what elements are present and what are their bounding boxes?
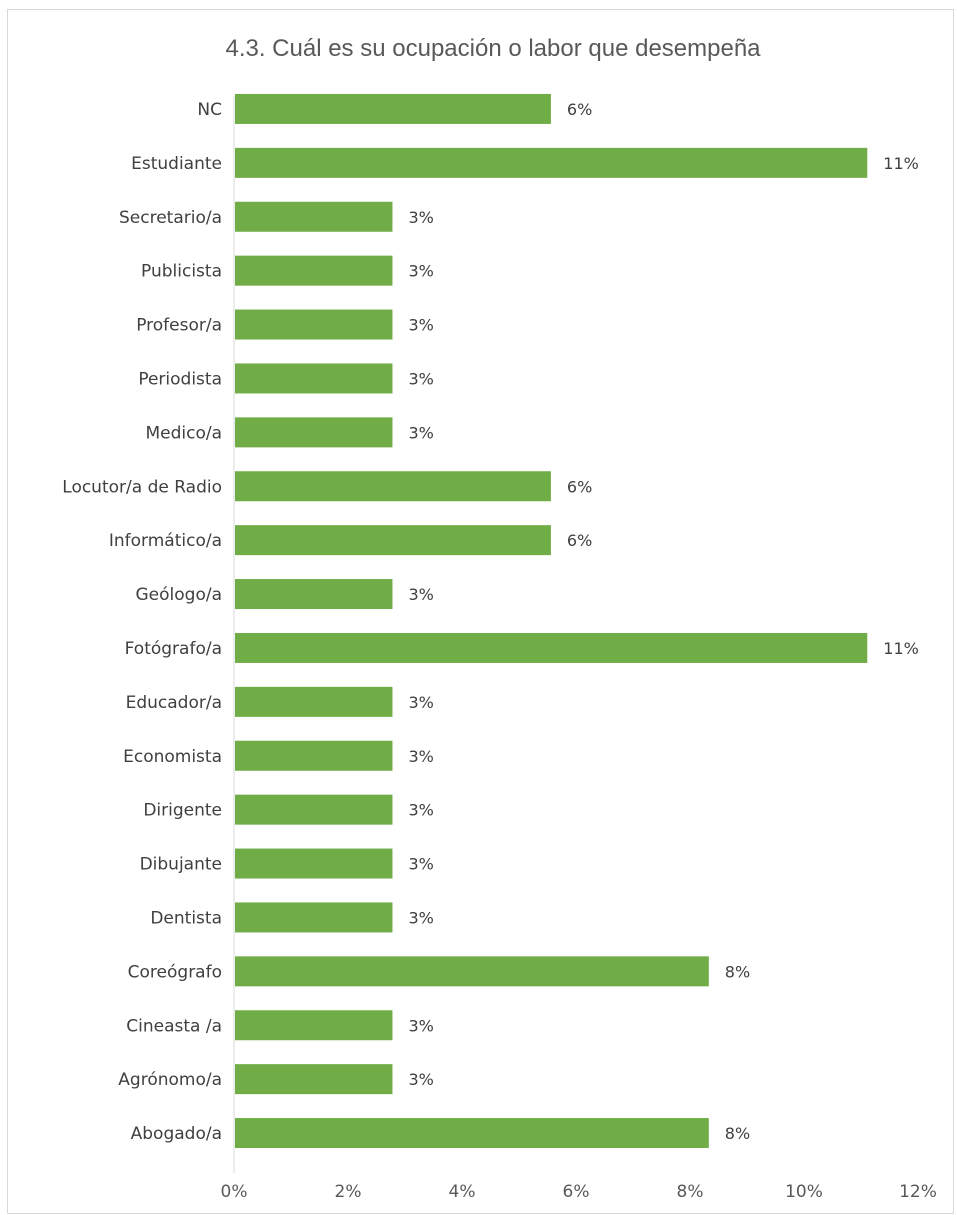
bar	[235, 848, 393, 879]
data-label: 3%	[408, 855, 433, 874]
category-label: Medico/a	[145, 423, 222, 443]
bar	[235, 794, 393, 825]
x-tick-label: 4%	[449, 1182, 476, 1202]
data-label: 6%	[567, 477, 592, 496]
category-label: Economista	[123, 747, 222, 767]
data-label: 8%	[725, 1124, 750, 1143]
data-label: 3%	[408, 423, 433, 442]
bar	[235, 1064, 393, 1095]
bar	[235, 309, 393, 340]
data-label: 11%	[883, 639, 919, 658]
category-label: Coreógrafo	[128, 962, 222, 982]
data-label: 3%	[408, 801, 433, 820]
category-label: Cineasta /a	[126, 1016, 222, 1036]
data-label: 3%	[408, 208, 433, 227]
data-label: 3%	[408, 908, 433, 927]
bar	[235, 956, 709, 987]
data-label: 6%	[567, 531, 592, 550]
category-label: Estudiante	[131, 154, 222, 174]
data-label: 3%	[408, 585, 433, 604]
data-label: 3%	[408, 316, 433, 335]
category-label: Locutor/a de Radio	[62, 477, 222, 497]
data-label: 11%	[883, 154, 919, 173]
bar	[235, 363, 393, 394]
bar-chart: 4.3. Cuál es su ocupación o labor que de…	[62, 35, 937, 1202]
bar	[235, 902, 393, 933]
x-tick-label: 10%	[785, 1182, 823, 1202]
chart-title: 4.3. Cuál es su ocupación o labor que de…	[225, 35, 761, 62]
bar	[235, 579, 393, 610]
data-label: 3%	[408, 693, 433, 712]
x-tick-label: 12%	[899, 1182, 937, 1202]
x-tick-label: 2%	[335, 1182, 362, 1202]
category-label: Fotógrafo/a	[125, 639, 222, 659]
category-label: Publicista	[141, 262, 222, 282]
bar	[235, 255, 393, 286]
category-label: Educador/a	[126, 693, 222, 713]
category-label: Dentista	[150, 908, 222, 928]
category-label: Secretario/a	[119, 208, 222, 228]
bar	[235, 471, 551, 502]
x-tick-label: 8%	[677, 1182, 704, 1202]
category-label: Informático/a	[109, 531, 222, 551]
data-label: 3%	[408, 369, 433, 388]
category-label: Dibujante	[140, 855, 222, 875]
bar	[235, 1118, 709, 1149]
plot-area: NC 6% Estudiante 11% Secretario/a 3% Publicist…	[62, 93, 937, 1202]
category-label: Geólogo/a	[136, 585, 223, 605]
x-tick-label: 0%	[221, 1182, 248, 1202]
bar	[235, 417, 393, 448]
category-label: Periodista	[138, 369, 222, 389]
bar	[235, 686, 393, 717]
bar	[235, 147, 868, 178]
category-label: Profesor/a	[136, 316, 222, 336]
category-label: Abogado/a	[131, 1124, 222, 1144]
data-label: 3%	[408, 1070, 433, 1089]
category-label: NC	[197, 100, 222, 120]
category-label: Agrónomo/a	[118, 1070, 222, 1090]
data-label: 3%	[408, 747, 433, 766]
data-label: 6%	[567, 100, 592, 119]
bar	[235, 740, 393, 771]
data-label: 3%	[408, 262, 433, 281]
bar	[235, 1010, 393, 1041]
bar	[235, 525, 551, 556]
bar	[235, 201, 393, 232]
bar	[235, 632, 868, 663]
data-label: 8%	[725, 962, 750, 981]
x-tick-label: 6%	[563, 1182, 590, 1202]
chart-frame: 4.3. Cuál es su ocupación o labor que de…	[7, 9, 954, 1214]
category-label: Dirigente	[143, 801, 222, 821]
bar	[235, 93, 551, 124]
data-label: 3%	[408, 1016, 433, 1035]
